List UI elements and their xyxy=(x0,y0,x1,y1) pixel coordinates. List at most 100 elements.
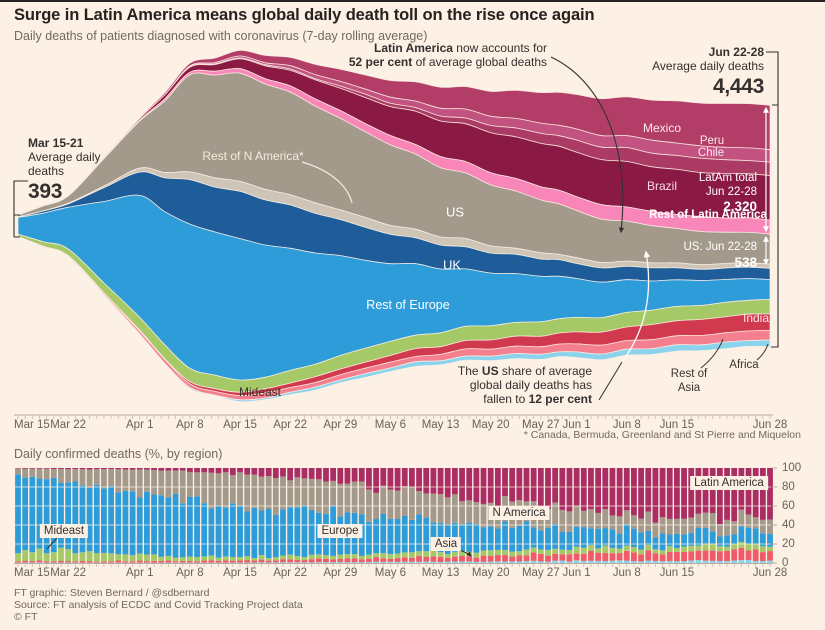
stream-layer-africa xyxy=(17,236,771,403)
bar-stack-day-95 xyxy=(695,468,702,563)
annotation-start-body: Average daily deaths xyxy=(28,150,101,179)
bar-stack-day-23 xyxy=(179,468,186,563)
annotation-latam-total: LatAm total Jun 22-28 2,320 xyxy=(699,172,757,216)
x-tick-may-6: May 6 xyxy=(374,419,407,431)
bar-stack-day-92 xyxy=(674,468,680,563)
bar-stack-day-19 xyxy=(151,468,157,563)
page-subtitle: Daily deaths of patients diagnosed with … xyxy=(14,29,428,43)
stream-label-rest-asia-2: Asia xyxy=(677,382,701,394)
bar-stack-day-32 xyxy=(244,468,251,563)
rest-n-america-leader xyxy=(301,161,353,204)
us-note-text-2: share of average xyxy=(498,364,592,378)
bar-stack-day-21 xyxy=(165,468,172,563)
bar-stack-day-3 xyxy=(36,468,43,563)
x-tick-may-20: May 20 xyxy=(471,419,510,431)
latam-note-arrow xyxy=(550,56,625,234)
us-share-arrow xyxy=(621,250,651,363)
rest-asia-leader xyxy=(700,338,724,369)
annotation-start-title: Mar 15-21 xyxy=(28,136,84,150)
stream-label-rest-n-america: Rest of N America* xyxy=(202,149,304,163)
y-tick-80: 80 xyxy=(782,481,795,493)
bar-stack-day-26 xyxy=(201,468,208,563)
mideast-bar-leader xyxy=(46,537,58,550)
footnote: * Canada, Bermuda, Greenland and St Pier… xyxy=(523,429,801,441)
us-total-value: 538 xyxy=(734,254,757,270)
bar-stack-day-78 xyxy=(573,468,580,563)
x-tick-jun-1: Jun 1 xyxy=(562,567,591,579)
stream-label-rest-asia-1: Rest of xyxy=(670,368,708,380)
stream-label-uk: UK xyxy=(442,257,462,273)
bar-stack-day-6 xyxy=(58,468,64,563)
bar-stack-day-28 xyxy=(215,468,222,563)
bar-stack-day-88 xyxy=(645,468,652,563)
bar-stack-day-47 xyxy=(351,468,358,563)
x-tick-jun-28: Jun 28 xyxy=(752,419,788,431)
annotation-latam-note: Latin America now accounts for 52 per ce… xyxy=(297,41,547,69)
bar-label-latin-america: Latin America xyxy=(690,476,768,490)
latam-note-bold-2: 52 per cent xyxy=(348,55,413,70)
stream-label-africa: Africa xyxy=(729,359,759,371)
bar-stack-day-79 xyxy=(580,468,587,563)
bar-stack-day-12 xyxy=(101,468,107,563)
bar-stack-day-50 xyxy=(373,468,379,563)
footer-source: Source: FT analysis of ECDC and Covid Tr… xyxy=(14,599,303,611)
annotation-end: Jun 22-28 Average daily deaths 4,443 xyxy=(652,45,764,100)
bar-stack-day-0 xyxy=(15,468,21,563)
bar-stack-day-8 xyxy=(72,468,79,563)
annotation-start-value: 393 xyxy=(28,180,63,204)
bar-stack-day-35 xyxy=(265,468,272,563)
bar-stack-day-14 xyxy=(115,468,122,563)
y-tick-100: 100 xyxy=(782,462,802,474)
bar-stack-day-34 xyxy=(258,468,265,563)
x-tick-jun-15: Jun 15 xyxy=(659,419,695,431)
bar-stack-day-75 xyxy=(552,468,559,563)
annotation-end-title: Jun 22-28 xyxy=(708,45,764,59)
x-tick-apr-8: Apr 8 xyxy=(176,567,204,579)
us-note-bold-1: US xyxy=(481,364,499,378)
page-title: Surge in Latin America means global dail… xyxy=(14,6,595,24)
annotation-start: Mar 15-21 Average daily deaths 393 xyxy=(28,136,123,205)
bar-stack-day-93 xyxy=(681,468,687,563)
us-note-bold-2: 12 per cent xyxy=(528,392,592,407)
bar-stack-day-39 xyxy=(294,468,301,563)
annotation-end-body: Average daily deaths xyxy=(652,59,764,74)
bar-stack-day-97 xyxy=(709,468,716,563)
y-tick-40: 40 xyxy=(782,519,795,531)
bar-stack-day-81 xyxy=(595,468,602,563)
bar-stack-day-38 xyxy=(287,468,294,563)
stream-label-mideast: Mideast xyxy=(238,385,282,399)
bar-stack-day-96 xyxy=(702,468,709,563)
bar-stack-day-57 xyxy=(423,468,430,563)
bar-stack-day-17 xyxy=(136,468,143,563)
x-tick-apr-1: Apr 1 xyxy=(126,419,154,431)
annotation-end-value: 4,443 xyxy=(712,75,764,99)
bar-stack-day-99 xyxy=(724,468,730,563)
x-tick-apr-29: Apr 29 xyxy=(323,419,358,431)
y-tick-60: 60 xyxy=(782,500,795,512)
us-note-text-3: global daily deaths has xyxy=(469,378,592,393)
axes xyxy=(14,414,773,567)
bar-stack-day-30 xyxy=(229,468,236,563)
stream-label-us: US xyxy=(445,204,465,220)
bar-stack-day-102 xyxy=(745,468,752,563)
streamgraph xyxy=(17,49,771,403)
x-tick-jun-28: Jun 28 xyxy=(752,567,788,579)
bar-stack-day-13 xyxy=(108,468,115,563)
bar-stack-day-33 xyxy=(251,468,258,563)
bar-stack-day-37 xyxy=(280,468,286,563)
x-tick-may-27: May 27 xyxy=(521,567,560,579)
bar-stack-day-44 xyxy=(330,468,337,563)
us-note-text-1: The xyxy=(457,364,482,378)
top-rule xyxy=(0,0,825,2)
bar-stack-day-49 xyxy=(366,468,372,563)
start-bracket xyxy=(13,180,28,238)
bar-stack-day-41 xyxy=(308,468,315,563)
bar-stack-day-4 xyxy=(43,468,50,563)
stream-label-chile: Chile xyxy=(697,147,725,159)
x-tick-apr-15: Apr 15 xyxy=(223,567,257,579)
x-tick-apr-1: Apr 1 xyxy=(126,567,154,579)
latam-note-text-1: now accounts for xyxy=(452,41,547,55)
end-bracket xyxy=(766,51,779,348)
bar-stack-day-104 xyxy=(759,468,766,563)
